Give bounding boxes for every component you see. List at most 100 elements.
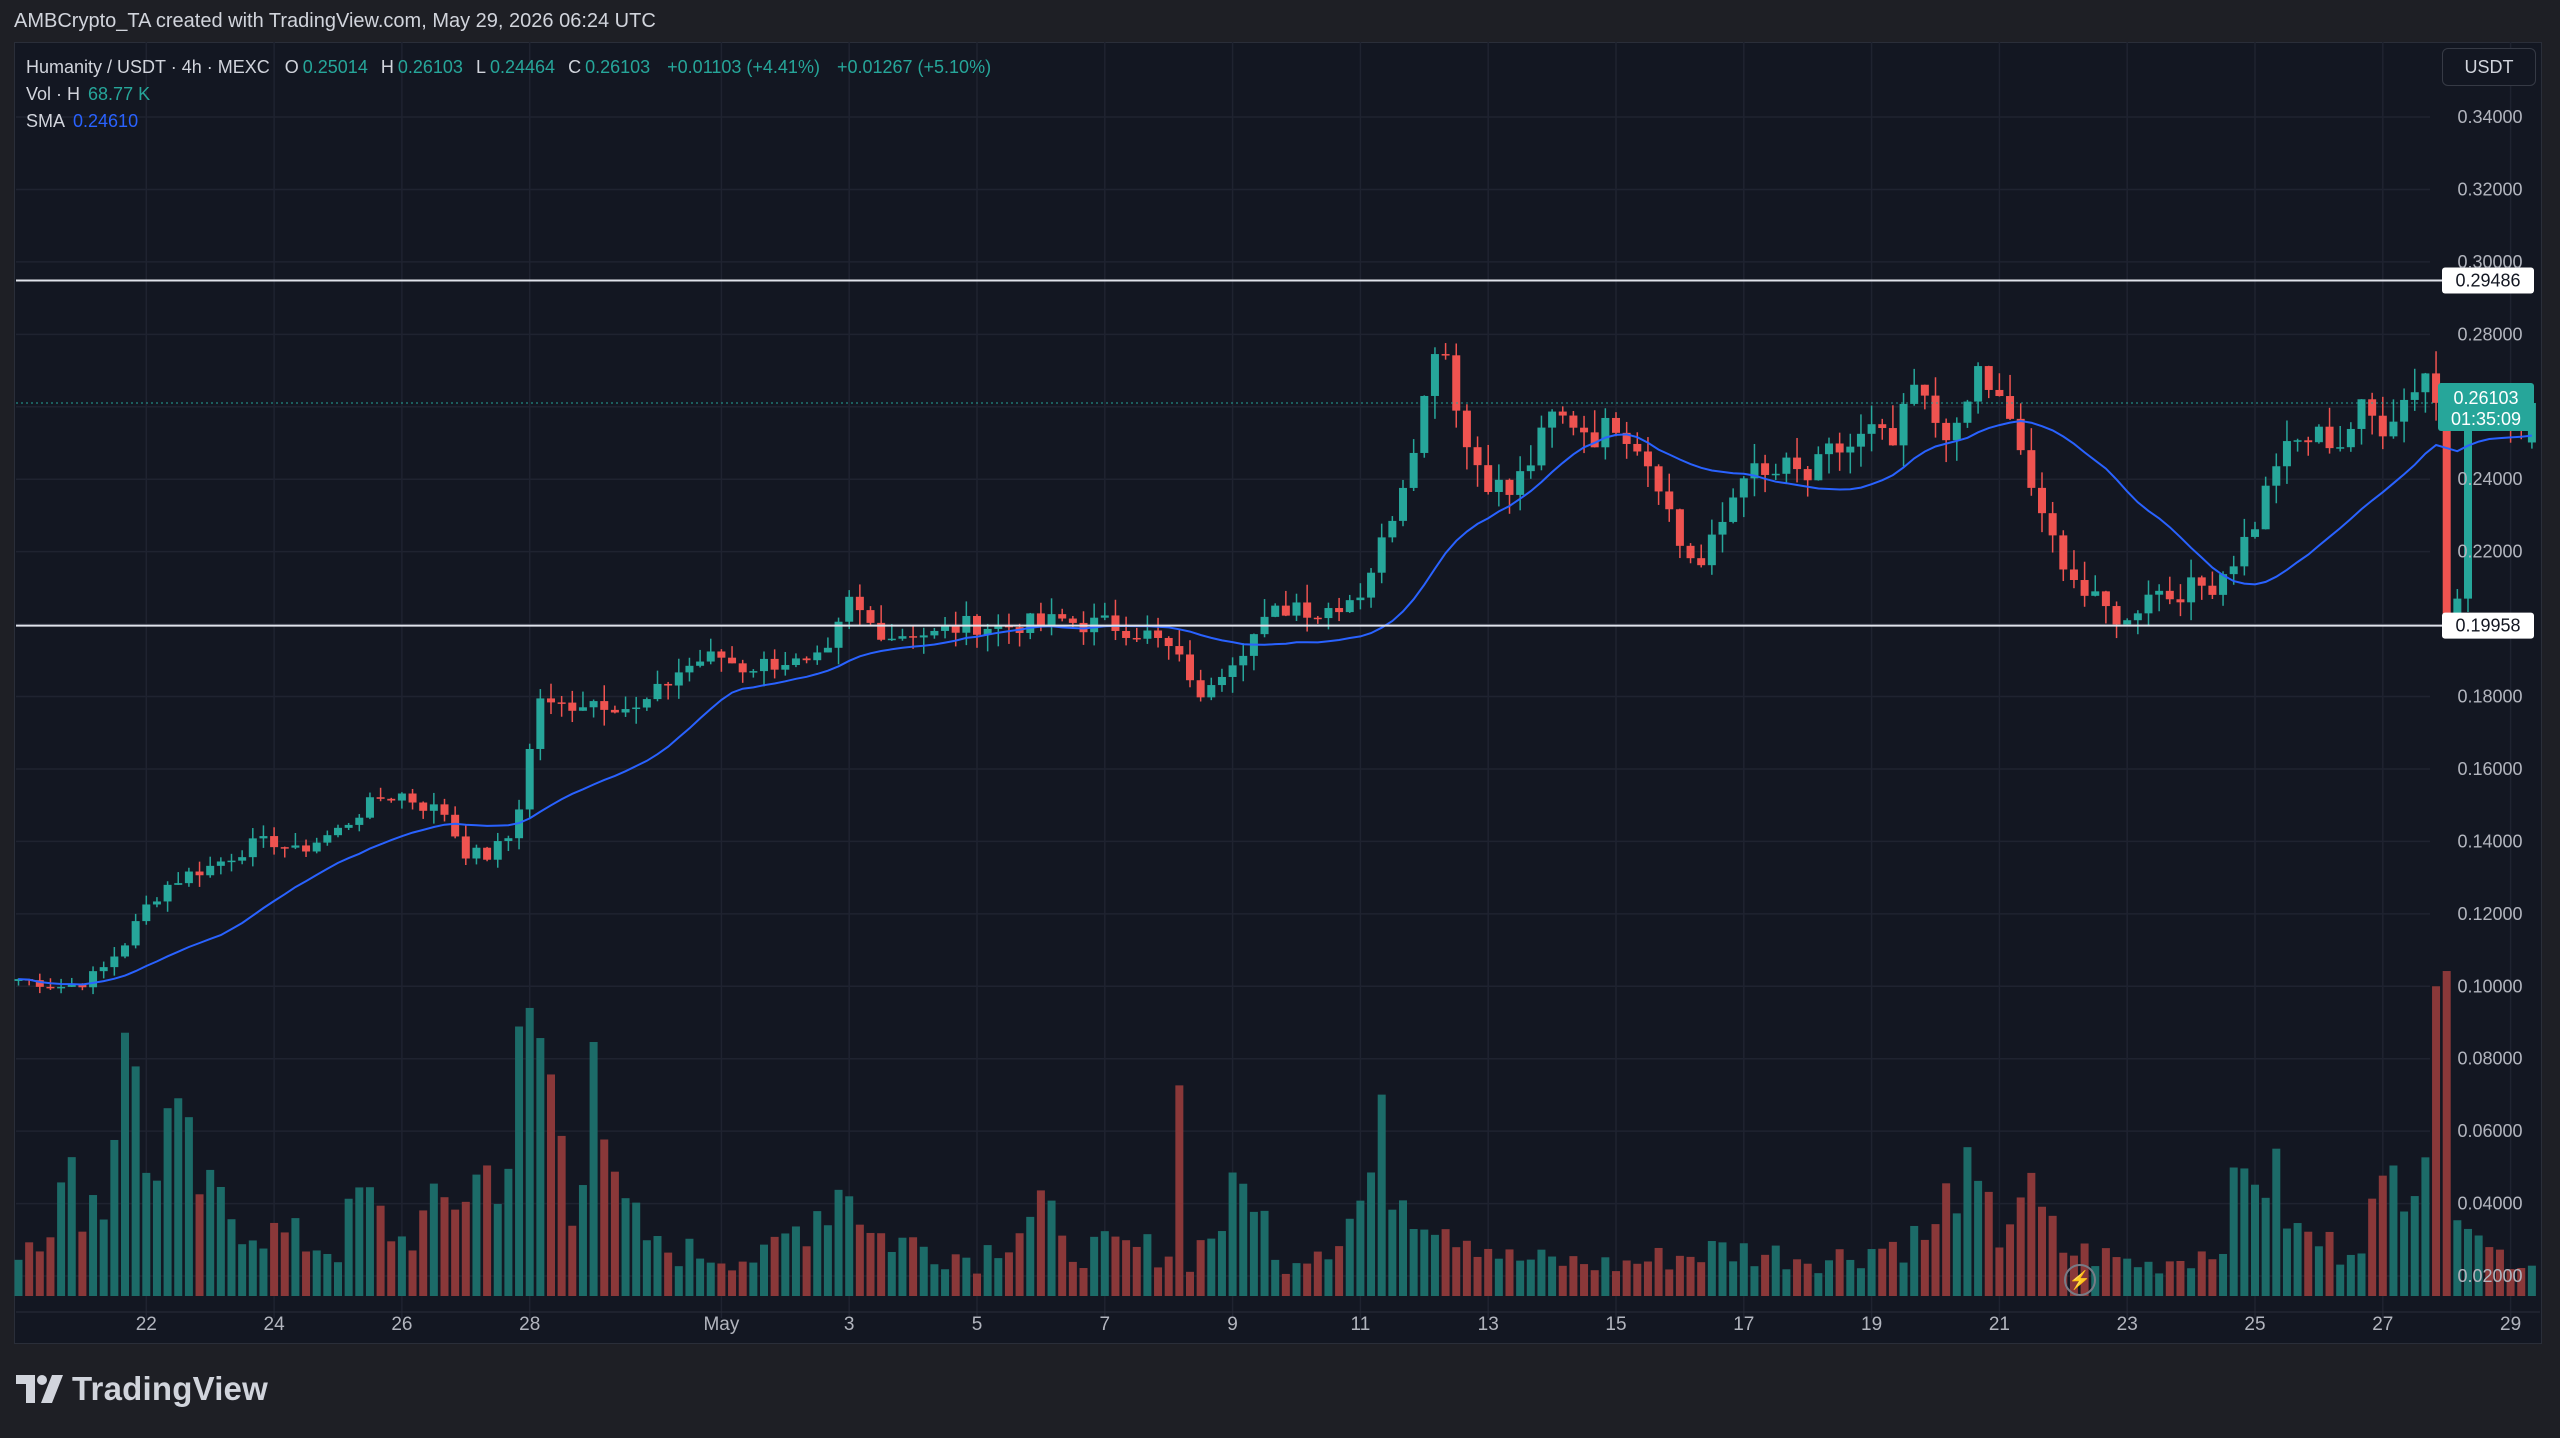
candle-body[interactable] xyxy=(1942,422,1951,441)
candle-body[interactable] xyxy=(1367,572,1376,598)
candle-body[interactable] xyxy=(1601,417,1610,448)
candle-body[interactable] xyxy=(1399,487,1407,521)
candle-body[interactable] xyxy=(1036,613,1045,626)
candle-body[interactable] xyxy=(1590,432,1599,448)
candle-body[interactable] xyxy=(1867,424,1876,434)
candle-body[interactable] xyxy=(1196,680,1205,698)
candle-body[interactable] xyxy=(525,748,534,810)
candle-body[interactable] xyxy=(1729,497,1738,522)
candle-body[interactable] xyxy=(2091,591,2100,596)
candle-body[interactable] xyxy=(1473,447,1482,466)
candle-body[interactable] xyxy=(2464,419,2472,599)
lightning-icon[interactable]: ⚡ xyxy=(2064,1264,2096,1296)
candle-body[interactable] xyxy=(823,647,832,653)
candle-body[interactable] xyxy=(334,827,342,836)
candle-body[interactable] xyxy=(1622,432,1631,444)
candle-body[interactable] xyxy=(1047,614,1056,626)
candle-body[interactable] xyxy=(174,883,183,885)
candle-body[interactable] xyxy=(1963,401,1972,423)
candle-body[interactable] xyxy=(1132,637,1141,640)
candle-body[interactable] xyxy=(2187,577,2196,603)
candle-body[interactable] xyxy=(2208,585,2217,595)
candle-body[interactable] xyxy=(451,814,460,837)
chart-frame[interactable] xyxy=(14,42,2542,1344)
candle-body[interactable] xyxy=(1345,600,1354,613)
candle-body[interactable] xyxy=(877,622,886,640)
candle-body[interactable] xyxy=(2038,487,2046,514)
candle-body[interactable] xyxy=(2069,569,2078,581)
candle-body[interactable] xyxy=(2229,566,2238,575)
currency-button[interactable]: USDT xyxy=(2442,48,2536,86)
candle-body[interactable] xyxy=(1462,410,1471,448)
candle-body[interactable] xyxy=(1569,415,1578,428)
candle-body[interactable] xyxy=(834,621,843,648)
candle-body[interactable] xyxy=(1143,630,1152,639)
candle-body[interactable] xyxy=(1793,457,1802,470)
candle-body[interactable] xyxy=(1526,465,1535,472)
sma-row[interactable]: SMA 0.24610 xyxy=(26,108,999,135)
candle-body[interactable] xyxy=(1782,457,1791,474)
candle-body[interactable] xyxy=(1452,355,1461,411)
candle-body[interactable] xyxy=(1494,479,1503,493)
candle-body[interactable] xyxy=(1739,478,1748,498)
candle-body[interactable] xyxy=(206,865,215,876)
candle-body[interactable] xyxy=(387,798,396,801)
candle-body[interactable] xyxy=(1516,471,1525,495)
candle-body[interactable] xyxy=(1281,605,1290,616)
candle-body[interactable] xyxy=(1697,558,1706,566)
candle-body[interactable] xyxy=(866,610,875,623)
candle-body[interactable] xyxy=(461,836,470,859)
candle-body[interactable] xyxy=(2197,577,2206,586)
candle-body[interactable] xyxy=(483,847,492,860)
candle-body[interactable] xyxy=(1068,618,1077,623)
candle-body[interactable] xyxy=(1654,466,1663,492)
candle-body[interactable] xyxy=(1920,384,1929,396)
candle-body[interactable] xyxy=(302,845,311,852)
candle-body[interactable] xyxy=(1441,354,1450,356)
candle-body[interactable] xyxy=(2432,373,2441,403)
candle-body[interactable] xyxy=(131,921,140,946)
candle-body[interactable] xyxy=(578,707,587,711)
candle-body[interactable] xyxy=(57,986,66,989)
candle-body[interactable] xyxy=(962,615,971,633)
candle-body[interactable] xyxy=(216,861,225,866)
current-price-tag[interactable] xyxy=(2438,383,2534,432)
candle-body[interactable] xyxy=(2410,392,2419,400)
candle-body[interactable] xyxy=(2144,594,2153,614)
symbol-name[interactable]: Humanity / USDT · 4h · MEXC xyxy=(26,57,270,77)
candle-body[interactable] xyxy=(941,626,950,631)
candle-body[interactable] xyxy=(121,945,129,957)
candle-body[interactable] xyxy=(983,628,992,635)
candle-body[interactable] xyxy=(2357,399,2366,429)
candle-body[interactable] xyxy=(291,845,300,848)
candle-body[interactable] xyxy=(2325,426,2334,449)
candle-body[interactable] xyxy=(270,836,279,848)
candle-body[interactable] xyxy=(1846,446,1855,453)
candle-body[interactable] xyxy=(685,665,694,673)
candle-body[interactable] xyxy=(2293,440,2302,442)
candle-body[interactable] xyxy=(1952,422,1961,441)
candle-body[interactable] xyxy=(440,804,449,815)
candle-body[interactable] xyxy=(227,860,236,863)
candle-body[interactable] xyxy=(2027,450,2036,488)
candle-body[interactable] xyxy=(2133,613,2142,621)
candle-body[interactable] xyxy=(1186,654,1194,681)
candle-body[interactable] xyxy=(898,636,907,639)
candle-body[interactable] xyxy=(110,956,119,968)
candle-body[interactable] xyxy=(280,847,289,849)
candle-body[interactable] xyxy=(781,665,790,670)
candle-body[interactable] xyxy=(1228,665,1237,677)
candle-body[interactable] xyxy=(1324,608,1333,619)
candle-body[interactable] xyxy=(610,709,619,713)
candle-body[interactable] xyxy=(1995,389,2004,397)
candle-body[interactable] xyxy=(152,901,161,905)
candle-body[interactable] xyxy=(770,658,779,670)
candle-body[interactable] xyxy=(1580,427,1589,433)
candle-body[interactable] xyxy=(397,793,406,801)
candle-body[interactable] xyxy=(472,847,481,859)
volume-row[interactable]: Vol · H 68.77 K xyxy=(26,81,999,108)
candle-body[interactable] xyxy=(1377,537,1386,573)
candle-body[interactable] xyxy=(642,699,651,708)
candle-body[interactable] xyxy=(195,871,204,876)
candle-body[interactable] xyxy=(749,671,758,673)
